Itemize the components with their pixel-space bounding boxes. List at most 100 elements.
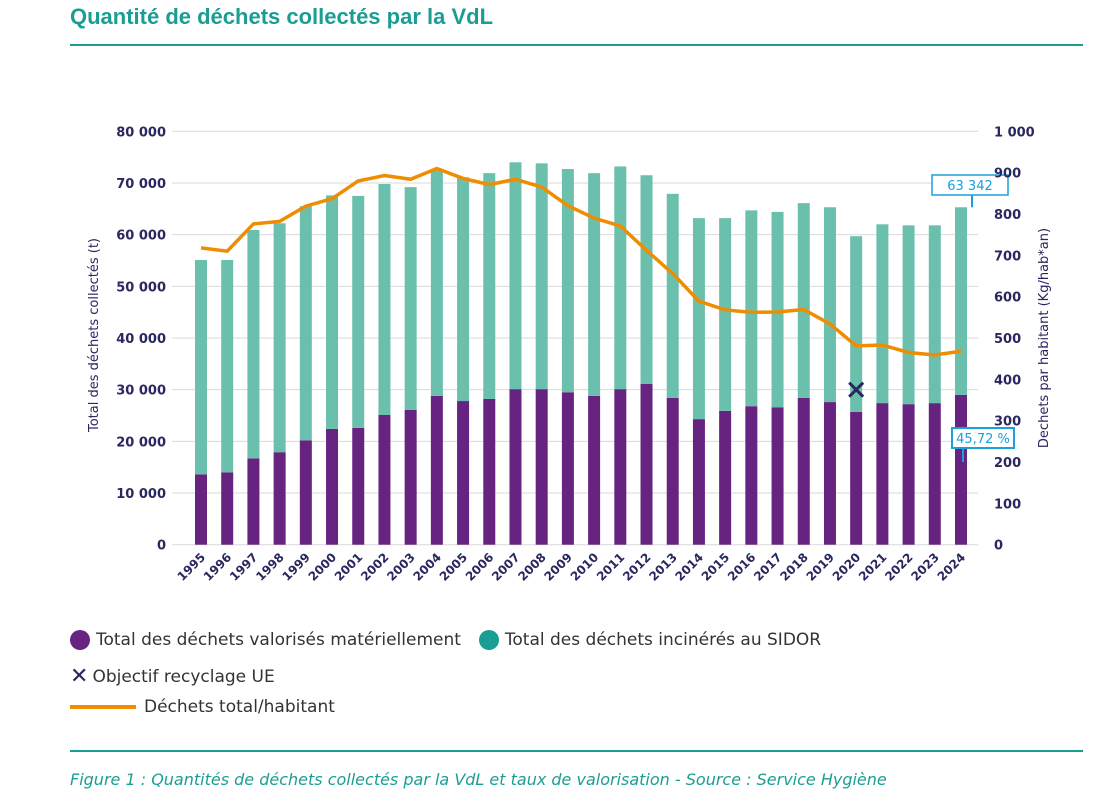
bar-incineres-2016 — [745, 210, 758, 407]
y-tick-label-right: 0 — [994, 539, 1003, 554]
bar-incineres-2002 — [378, 184, 391, 415]
x-tick-label: 2015 — [699, 550, 733, 584]
bar-incineres-2010 — [588, 173, 601, 396]
x-tick-label: 2023 — [908, 550, 942, 584]
bar-valorises-1998 — [273, 452, 286, 545]
x-tick-label: 1998 — [253, 550, 287, 584]
y-tick-label-right: 500 — [994, 332, 1021, 347]
bar-incineres-2006 — [483, 173, 496, 399]
x-tick-label: 2014 — [673, 550, 707, 584]
bar-incineres-1995 — [195, 259, 207, 475]
y-tick-label-left: 30 000 — [116, 384, 166, 399]
bar-incineres-1997 — [247, 229, 260, 459]
legend-label-line: Déchets total/habitant — [144, 697, 335, 717]
x-tick-label: 2012 — [620, 550, 654, 584]
x-tick-label: 2000 — [306, 550, 340, 584]
legend-row-2: ✕ Objectif recyclage UE — [70, 664, 275, 689]
bar-incineres-1999 — [299, 206, 312, 441]
y-tick-label-left: 80 000 — [116, 125, 166, 140]
bar-valorises-2023 — [928, 403, 941, 545]
bar-valorises-2002 — [378, 414, 391, 545]
bar-incineres-2018 — [797, 203, 810, 398]
bar-valorises-2009 — [561, 392, 574, 545]
x-tick-label: 1999 — [279, 550, 313, 584]
bar-incineres-2001 — [352, 195, 365, 428]
legend-swatch-incineres — [478, 630, 499, 650]
objectif-x-marker — [848, 381, 865, 398]
bar-valorises-2011 — [614, 389, 627, 545]
x-tick-label: 2018 — [777, 550, 811, 584]
annotation-valorises: 45,72 % — [956, 432, 1010, 447]
bar-incineres-1996 — [221, 259, 234, 473]
y-tick-label-right: 400 — [994, 373, 1021, 388]
legend-label-objectif: Objectif recyclage UE — [92, 666, 275, 687]
bar-valorises-2004 — [430, 395, 443, 545]
legend-row-1: Total des déchets valorisés matérielleme… — [70, 630, 821, 650]
bar-valorises-1996 — [221, 472, 234, 545]
x-tick-label: 2019 — [804, 550, 838, 584]
bar-valorises-1997 — [247, 458, 260, 545]
x-tick-label: 1997 — [227, 550, 261, 584]
y-tick-label-left: 70 000 — [116, 177, 166, 192]
y-tick-label-right: 200 — [994, 456, 1021, 471]
x-tick-label: 2024 — [935, 550, 969, 584]
y-axis-label-right: Dechets par habitant (Kg/hab*an) — [1037, 228, 1052, 448]
x-tick-label: 2005 — [437, 550, 471, 584]
bar-incineres-2017 — [771, 211, 784, 408]
legend-row-3: Déchets total/habitant — [70, 697, 335, 717]
bar-incineres-2019 — [823, 207, 836, 403]
bar-incineres-2004 — [430, 170, 443, 396]
bar-valorises-2021 — [876, 403, 889, 545]
bar-incineres-2023 — [928, 225, 941, 404]
bar-incineres-2015 — [719, 218, 732, 411]
caption-divider — [70, 750, 1083, 752]
bar-valorises-2015 — [719, 410, 732, 545]
bar-incineres-2005 — [457, 177, 470, 402]
x-tick-label: 2010 — [568, 550, 602, 584]
figure-caption: Figure 1 : Quantités de déchets collecté… — [70, 770, 887, 789]
x-tick-label: 2001 — [332, 550, 366, 584]
page-title: Quantité de déchets collectés par la VdL — [70, 4, 494, 29]
bar-valorises-2022 — [902, 404, 915, 545]
bar-valorises-2012 — [640, 383, 653, 545]
bar-valorises-2018 — [797, 397, 810, 545]
x-tick-label: 2008 — [515, 550, 549, 584]
y-tick-label-left: 40 000 — [116, 332, 166, 347]
bar-valorises-2000 — [326, 428, 339, 545]
legend-swatch-valorises — [70, 630, 90, 650]
x-tick-label: 2013 — [646, 550, 680, 584]
legend-label-valorises: Total des déchets valorisés matérielleme… — [96, 630, 461, 650]
bar-valorises-2001 — [352, 427, 365, 545]
bar-valorises-2006 — [483, 398, 496, 545]
bar-valorises-2010 — [588, 395, 601, 545]
y-tick-label-left: 10 000 — [116, 487, 166, 502]
bar-incineres-2007 — [509, 162, 522, 390]
bar-valorises-2003 — [404, 409, 417, 545]
y-tick-label-right: 1 000 — [994, 125, 1035, 140]
legend-label-incineres: Total des déchets incinérés au SIDOR — [504, 630, 822, 650]
annotation-box-total — [931, 174, 1009, 196]
bar-valorises-2024 — [955, 394, 967, 545]
y-tick-label-right: 800 — [994, 208, 1021, 223]
bar-valorises-2014 — [692, 419, 705, 545]
legend-x-icon: ✕ — [70, 664, 89, 689]
y-tick-label-left: 60 000 — [116, 229, 166, 244]
bar-incineres-2008 — [535, 163, 548, 390]
y-tick-label-right: 900 — [994, 167, 1021, 182]
bar-incineres-2011 — [614, 166, 627, 390]
y-tick-label-right: 700 — [994, 249, 1021, 264]
bar-valorises-2016 — [745, 406, 758, 545]
bar-valorises-1995 — [195, 474, 207, 545]
y-tick-label-right: 300 — [994, 415, 1021, 430]
x-tick-label: 2016 — [725, 550, 759, 584]
bar-valorises-2013 — [666, 397, 679, 545]
bar-incineres-2000 — [326, 195, 339, 429]
bar-incineres-2020 — [850, 236, 863, 412]
line-dechets-habitant — [200, 166, 962, 357]
y-tick-label-left: 50 000 — [116, 280, 166, 295]
bar-incineres-2003 — [404, 187, 417, 410]
bar-incineres-2014 — [692, 218, 705, 420]
x-tick-label: 1995 — [175, 550, 209, 584]
bar-incineres-2021 — [876, 224, 889, 404]
